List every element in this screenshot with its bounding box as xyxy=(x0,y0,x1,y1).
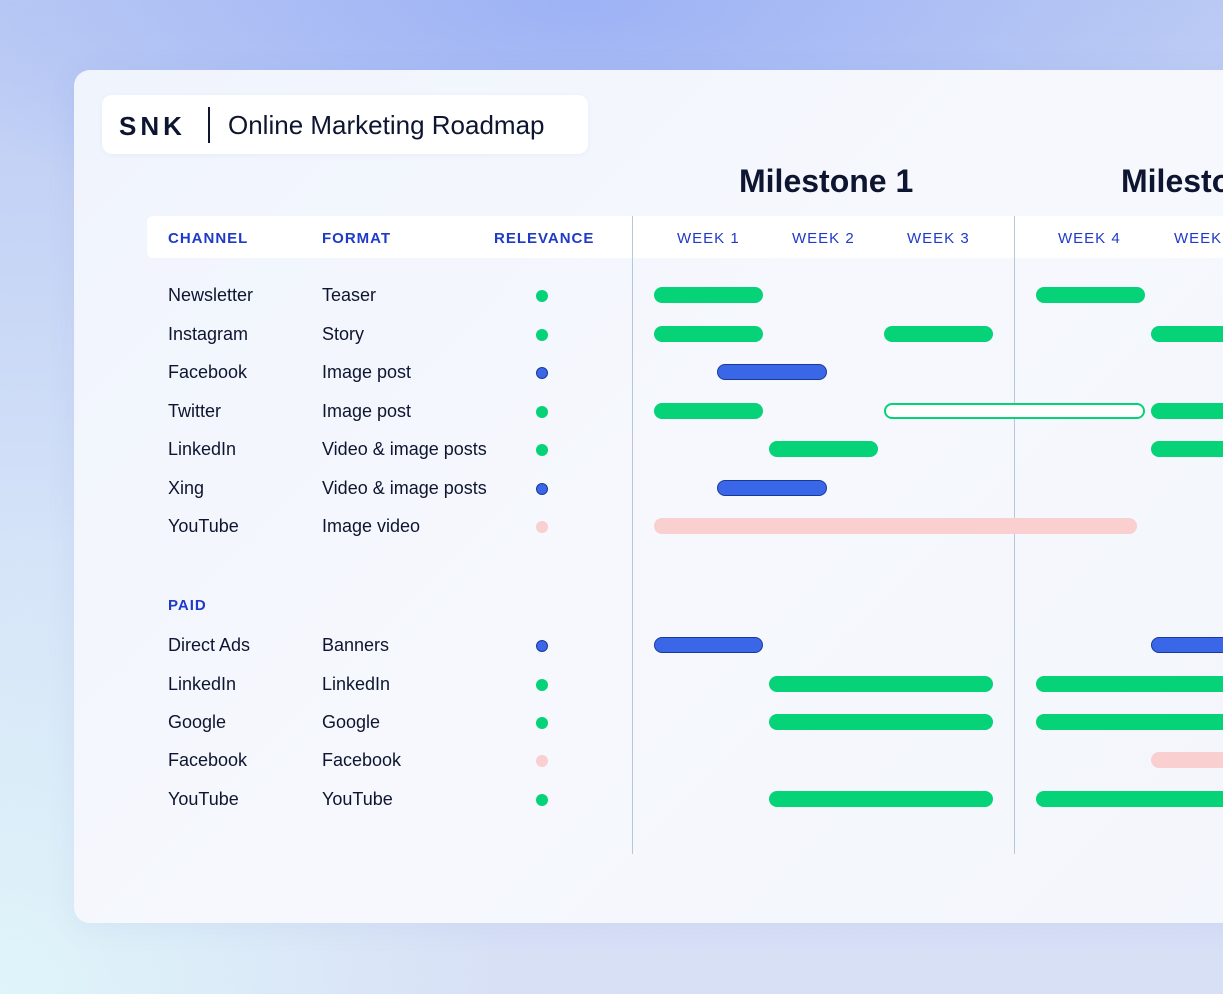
timeline-bar[interactable] xyxy=(1151,752,1223,768)
format-cell: YouTube xyxy=(322,789,393,809)
relevance-dot xyxy=(536,290,548,302)
timeline-bar[interactable] xyxy=(1151,326,1223,342)
timeline-bar[interactable] xyxy=(884,403,1146,419)
format-cell: Video & image posts xyxy=(322,439,487,459)
timeline-bar[interactable] xyxy=(1151,403,1223,419)
timeline-bar[interactable] xyxy=(1151,637,1223,653)
timeline-bar[interactable] xyxy=(1151,441,1223,457)
relevance-dot xyxy=(536,367,548,379)
page-title: Online Marketing Roadmap xyxy=(228,110,545,140)
channel-cell: LinkedIn xyxy=(168,439,237,459)
timeline-bar[interactable] xyxy=(654,518,1138,534)
brand-logo: SNK xyxy=(119,111,186,141)
relevance-dot xyxy=(536,794,548,806)
relevance-dot xyxy=(536,717,548,729)
relevance-dot xyxy=(536,406,548,418)
timeline-bar[interactable] xyxy=(884,326,994,342)
timeline-bar[interactable] xyxy=(654,403,764,419)
timeline-bar[interactable] xyxy=(769,791,994,807)
channel-cell: Facebook xyxy=(168,750,248,770)
timeline-bar[interactable] xyxy=(654,637,764,653)
channel-cell: Direct Ads xyxy=(168,635,251,655)
relevance-dot xyxy=(536,755,548,767)
timeline-bar[interactable] xyxy=(1036,676,1223,692)
channel-cell: Twitter xyxy=(168,401,222,421)
column-header-week-1: WEEK 1 xyxy=(677,230,740,247)
paid-section-label: PAID xyxy=(168,597,207,614)
format-cell: Image video xyxy=(322,516,421,536)
format-cell: Image post xyxy=(322,401,412,421)
timeline-bar[interactable] xyxy=(769,714,994,730)
relevance-dot xyxy=(536,679,548,691)
format-cell: LinkedIn xyxy=(322,674,391,694)
channel-cell: YouTube xyxy=(168,789,239,809)
channel-cell: YouTube xyxy=(168,516,239,536)
timeline-bar[interactable] xyxy=(717,480,827,496)
column-header-week-2: WEEK 2 xyxy=(792,230,855,247)
milestone-1-heading: Milestone 1 xyxy=(739,163,914,199)
format-cell: Facebook xyxy=(322,750,402,770)
channel-cell: Google xyxy=(168,712,227,732)
format-cell: Video & image posts xyxy=(322,478,487,498)
format-cell: Google xyxy=(322,712,381,732)
column-header-week-4: WEEK 4 xyxy=(1058,230,1121,247)
milestone-2-heading: Milestone 2 xyxy=(1121,163,1223,199)
title-divider xyxy=(208,107,210,143)
table-header xyxy=(147,216,1223,258)
timeline-bar[interactable] xyxy=(654,287,764,303)
milestone-divider xyxy=(1014,216,1015,854)
column-header-relevance: RELEVANCE xyxy=(494,230,595,247)
channel-cell: Xing xyxy=(168,478,205,498)
relevance-dot xyxy=(536,483,548,495)
column-header-week-5: WEEK 5 xyxy=(1174,230,1223,247)
roadmap-card: SNK Online Marketing Roadmap Milestone 1… xyxy=(74,70,1223,923)
relevance-dot xyxy=(536,444,548,456)
timeline-bar[interactable] xyxy=(1036,791,1223,807)
column-header-format: FORMAT xyxy=(322,230,392,247)
relevance-dot xyxy=(536,329,548,341)
timeline-bar[interactable] xyxy=(1036,287,1146,303)
channel-cell: Instagram xyxy=(168,324,249,344)
timeline-bar[interactable] xyxy=(654,326,764,342)
column-header-week-3: WEEK 3 xyxy=(907,230,970,247)
timeline-bar[interactable] xyxy=(769,441,879,457)
format-cell: Story xyxy=(322,324,365,344)
channel-cell: Facebook xyxy=(168,362,248,382)
timeline-divider xyxy=(632,216,633,854)
relevance-dot xyxy=(536,521,548,533)
timeline-bar[interactable] xyxy=(769,676,994,692)
relevance-dot xyxy=(536,640,548,652)
column-header-channel: CHANNEL xyxy=(168,230,249,247)
format-cell: Teaser xyxy=(322,285,377,305)
channel-cell: Newsletter xyxy=(168,285,254,305)
title-box: SNK Online Marketing Roadmap xyxy=(102,95,588,154)
format-cell: Image post xyxy=(322,362,412,382)
format-cell: Banners xyxy=(322,635,390,655)
timeline-bar[interactable] xyxy=(717,364,827,380)
timeline-bar[interactable] xyxy=(1036,714,1223,730)
channel-cell: LinkedIn xyxy=(168,674,237,694)
